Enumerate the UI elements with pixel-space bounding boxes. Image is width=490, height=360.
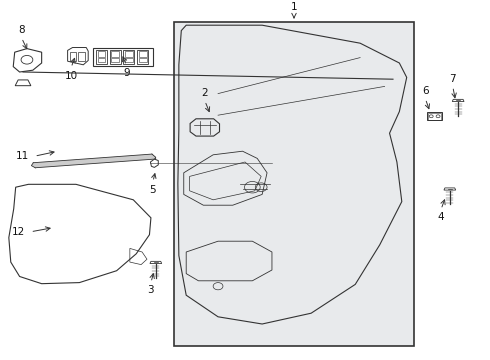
- Text: 1: 1: [291, 1, 297, 12]
- Bar: [125, 51, 133, 57]
- Bar: [137, 50, 148, 64]
- Bar: [110, 50, 121, 64]
- Polygon shape: [31, 154, 156, 168]
- Text: 10: 10: [65, 71, 77, 81]
- Text: 9: 9: [123, 68, 130, 78]
- Bar: [98, 58, 105, 62]
- Bar: [111, 51, 119, 57]
- Text: 12: 12: [12, 227, 25, 237]
- Bar: [93, 48, 153, 66]
- Bar: [174, 22, 414, 346]
- Text: 3: 3: [147, 285, 154, 296]
- Text: 6: 6: [422, 86, 429, 96]
- Bar: [428, 113, 441, 120]
- Bar: [98, 51, 105, 57]
- Bar: [111, 58, 119, 62]
- Bar: [123, 50, 134, 64]
- Bar: [139, 58, 147, 62]
- Bar: [427, 112, 442, 120]
- Text: 5: 5: [149, 185, 156, 195]
- Bar: [139, 51, 147, 57]
- Text: 4: 4: [438, 212, 444, 222]
- Bar: [70, 52, 76, 61]
- Text: 7: 7: [449, 73, 456, 84]
- Text: 8: 8: [18, 25, 25, 35]
- Text: 11: 11: [16, 151, 29, 161]
- Bar: [125, 58, 133, 62]
- Bar: [78, 52, 85, 61]
- Text: 2: 2: [201, 88, 208, 98]
- Bar: [96, 50, 107, 64]
